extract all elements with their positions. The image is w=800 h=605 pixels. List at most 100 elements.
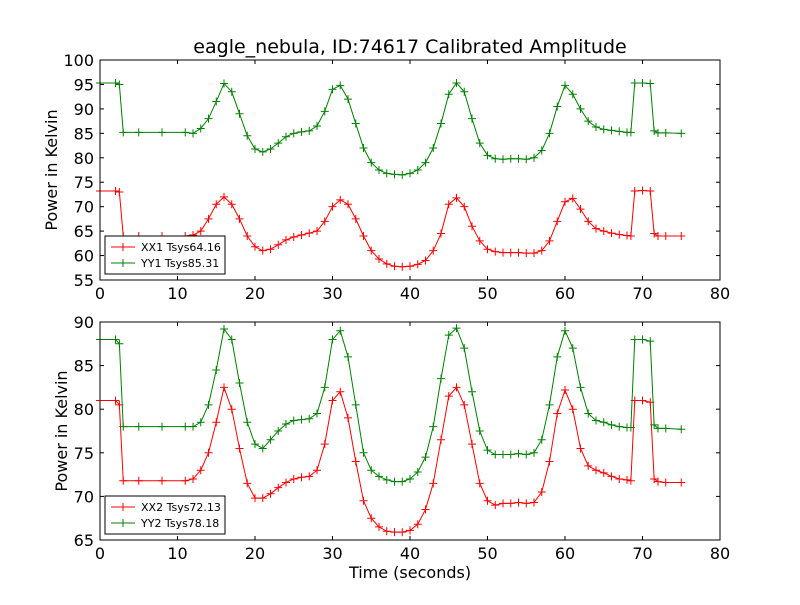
chart-1-series-0-point [328,396,337,405]
chart-0-series-0-point [646,187,655,196]
chart-1-series-1-point [305,414,314,423]
chart-1-series-1-point [615,422,624,431]
chart-0-series-0-point [491,247,500,256]
chart-0-series-1-point [650,126,659,135]
chart-1-series-0-point [623,475,631,484]
chart-1-series-1-point [607,420,616,429]
chart-0-series-1-point [251,144,259,153]
chart-0-series-0-point [212,200,221,209]
chart-1-series-1-point [584,409,593,418]
chart-1-series-1-point [468,387,476,396]
chart-1-series-0-point [119,476,128,485]
chart-0-series-1-point [592,122,600,131]
chart-0-series-1-point [390,170,399,179]
chart-0-ylabel: Power in Kelvin [42,109,61,230]
chart-1-series-1-point [115,339,124,348]
chart-title: eagle_nebula, ID:74617 Calibrated Amplit… [193,36,626,58]
chart-0-series-0-point [289,232,298,241]
chart-0-series-0-point [506,248,515,257]
chart-0-series-1-point [382,169,391,178]
chart-1-series-0-point [282,478,290,487]
chart-1-series-1-point [522,450,531,459]
chart-1-series-1-point [382,475,391,484]
chart-0-series-1-point [460,87,469,96]
chart-0-series-0-point [359,232,368,240]
chart-0-ytick-label: 95 [74,75,94,94]
chart-1-series-1-point [134,422,143,431]
chart-1-series-0-point [258,494,267,503]
chart-1-series-0-point [576,444,585,453]
chart-0-series-0-point [351,214,360,223]
chart-1-series-1-point [289,416,298,425]
chart-1-series-0-point [661,478,670,487]
chart-0-series-1-point [429,144,438,152]
chart-0-series-0-point [328,202,337,211]
chart-1-xtick-label: 80 [710,544,730,563]
chart-1-series-0-point [134,476,143,485]
chart-1-xlabel: Time (seconds) [348,563,471,582]
chart-0-series-1-point [227,87,236,96]
chart-1-ytick-label: 80 [74,400,94,419]
chart-0-series-1-point [359,144,368,152]
chart-1-series-1-point [227,335,236,344]
chart-0-series-0-point [522,249,531,258]
chart-1-series-0-point [390,528,399,537]
chart-0-series-0-point [654,232,662,240]
chart-1-series-1-point [452,324,461,333]
chart-1-xtick-label: 70 [632,544,652,563]
chart-1-series-1-point [189,422,197,431]
chart-1-series-1-point [646,337,655,346]
chart-0-series-0-point [320,217,329,226]
chart-1-series-1-point [251,440,259,449]
chart-1-series-1-point [243,418,252,427]
chart-1-series-0-point [227,405,236,414]
chart-1-series-0-point [514,498,523,507]
chart-1-series-1-point [359,448,368,457]
chart-0-series-1-point [212,97,221,106]
chart-1-series-1-point [297,415,306,424]
chart-1-series-0-point [289,474,298,483]
chart-1-series-0-point [545,457,554,466]
chart-1-series-0-point [336,387,345,396]
chart-0-series-0-point [584,217,593,226]
chart-0-series-1-point [553,102,562,111]
chart-1-xtick-label: 20 [245,544,265,563]
chart-1-series-0-point [607,472,616,481]
chart-0-series-0-point [615,230,624,239]
chart-1-xtick-label: 10 [167,544,187,563]
chart-0-series-0-point [437,229,445,238]
chart-0-series-1-point [196,124,205,133]
chart-0-series-1-point [468,114,476,123]
chart-0-series-1-point [599,125,608,134]
chart-0-xtick-label: 60 [555,284,575,303]
chart-0-ytick-label: 55 [74,271,94,290]
chart-0-series-1-point [491,154,500,163]
chart-0-series-1-point [266,144,275,153]
chart-1-xtick-label: 40 [400,544,420,563]
chart-1-series-1-point [398,477,407,486]
chart-1-legend-label-0: XX2 Tsys72.13 [141,501,221,514]
chart-1-series-0-point [406,526,414,535]
chart-0-series-0-point [115,188,124,196]
chart-0-series-1-point [313,122,321,130]
chart-1-series-0-point [212,418,221,427]
chart-1-series-0-point [626,476,635,485]
chart-0-ytick-label: 75 [74,173,94,192]
chart-0-series-1-point [344,95,352,104]
chart-0-series-1-point [545,129,554,138]
chart-1-series-1-point [437,374,445,383]
chart-0-series-0-point [460,202,469,211]
chart-1-legend [104,495,226,535]
chart-0-series-1-point [367,158,376,167]
chart-0-xtick-label: 30 [322,284,342,303]
chart-1-series-1-point [599,418,608,427]
chart-1-series-0-point [351,457,360,466]
chart-0-series-0-point [227,200,236,209]
chart-1-series-0-point [584,461,593,470]
chart-0-ytick-label: 60 [74,247,94,266]
chart-1-series-1-point [320,383,329,392]
chart-1-series-1-point [677,425,686,434]
chart-1-legend-label-1: YY2 Tsys78.18 [140,517,219,530]
chart-1-series-1-point [499,450,507,459]
chart-1-series-0-point [367,514,376,523]
